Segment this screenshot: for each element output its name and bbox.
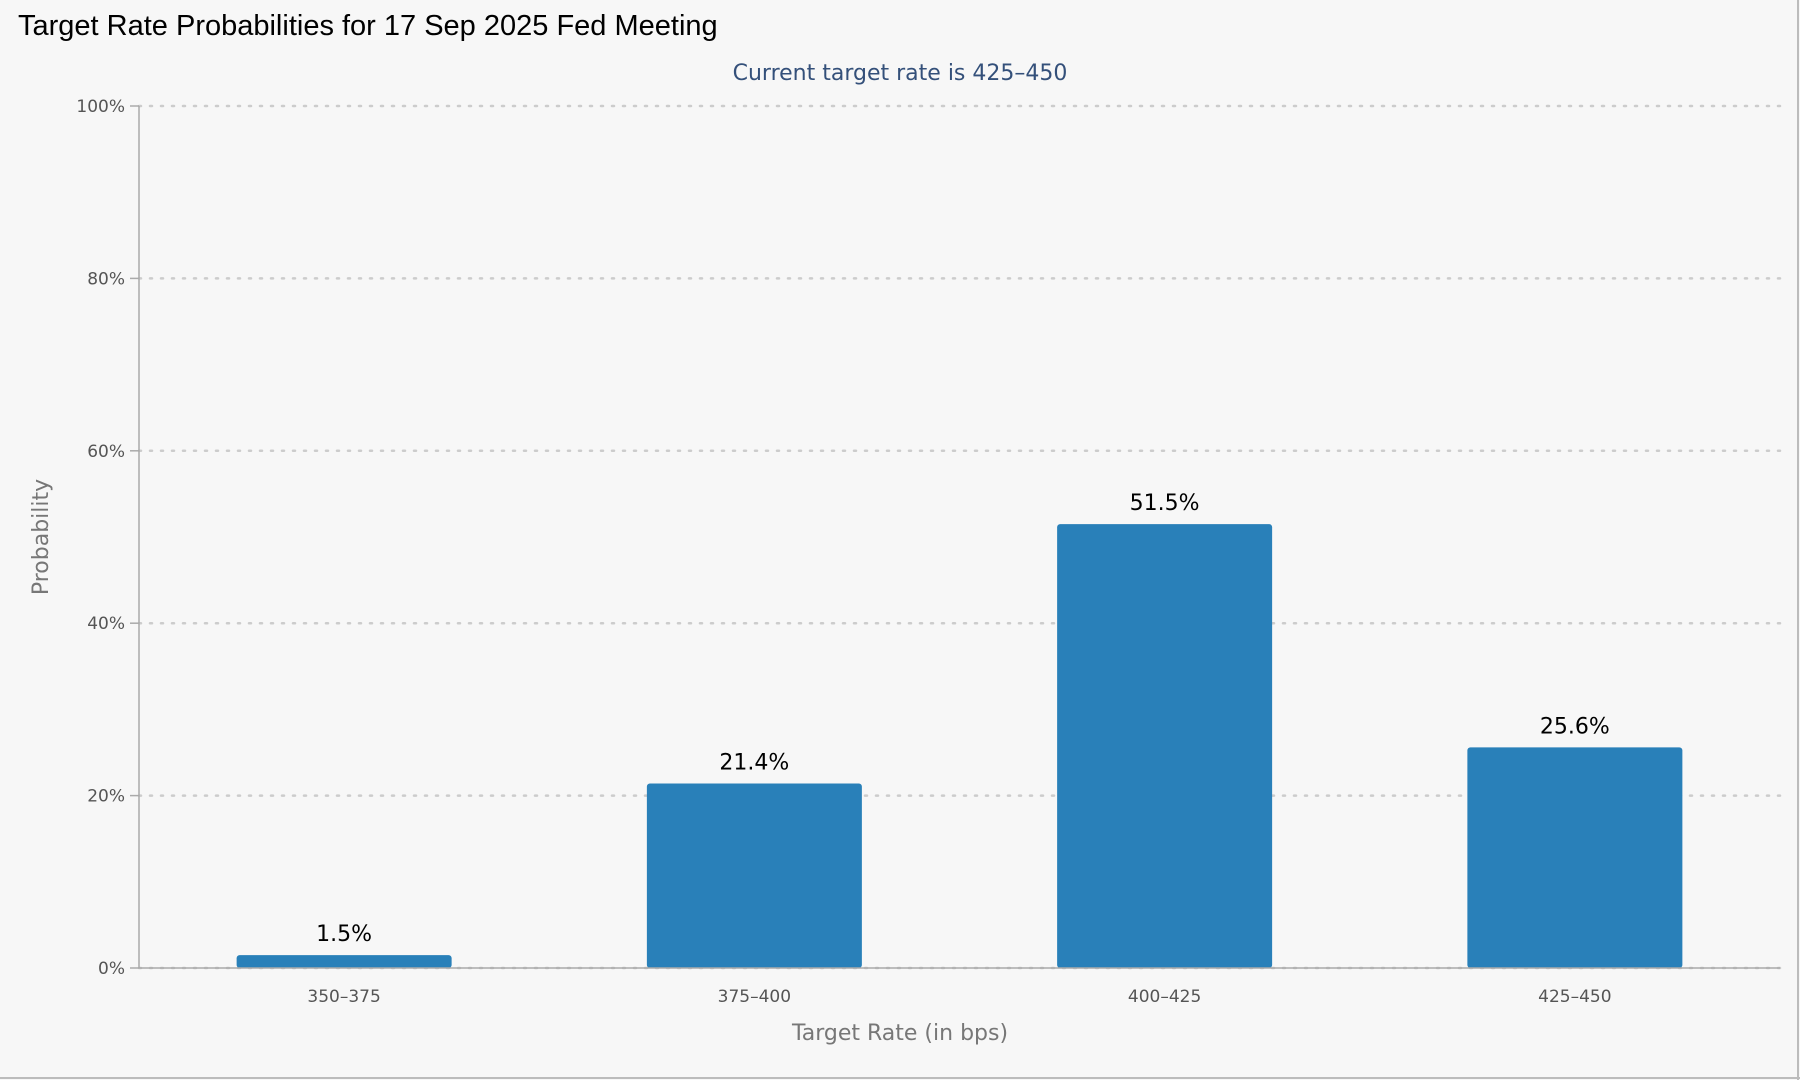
y-tick-label: 80% bbox=[87, 269, 125, 289]
x-tick-label: 400–425 bbox=[1128, 987, 1201, 1007]
frame-border-right bbox=[1797, 0, 1799, 1080]
chart-subtitle: Current target rate is 425–450 bbox=[733, 61, 1068, 86]
y-tick-label: 20% bbox=[87, 787, 125, 807]
data-label: 51.5% bbox=[1130, 491, 1200, 516]
data-label: 25.6% bbox=[1540, 714, 1610, 739]
x-tick-label: 350–375 bbox=[307, 987, 380, 1007]
page-title: Target Rate Probabilities for 17 Sep 202… bbox=[18, 10, 718, 42]
y-tick-label: 0% bbox=[98, 959, 125, 979]
x-axis-title: Target Rate (in bps) bbox=[791, 1021, 1008, 1046]
frame-border-bottom bbox=[0, 1077, 1800, 1079]
x-tick-label: 425–450 bbox=[1538, 987, 1611, 1007]
bar bbox=[1057, 524, 1273, 968]
bar bbox=[236, 955, 452, 968]
bar bbox=[646, 783, 862, 968]
y-axis-title: Probability bbox=[29, 479, 54, 595]
y-tick-label: 60% bbox=[87, 442, 125, 462]
y-tick-label: 100% bbox=[76, 97, 125, 117]
y-tick-label: 40% bbox=[87, 614, 125, 634]
bar bbox=[1467, 747, 1683, 968]
data-label: 21.4% bbox=[719, 751, 789, 776]
data-label: 1.5% bbox=[316, 922, 372, 947]
x-tick-label: 375–400 bbox=[718, 987, 791, 1007]
